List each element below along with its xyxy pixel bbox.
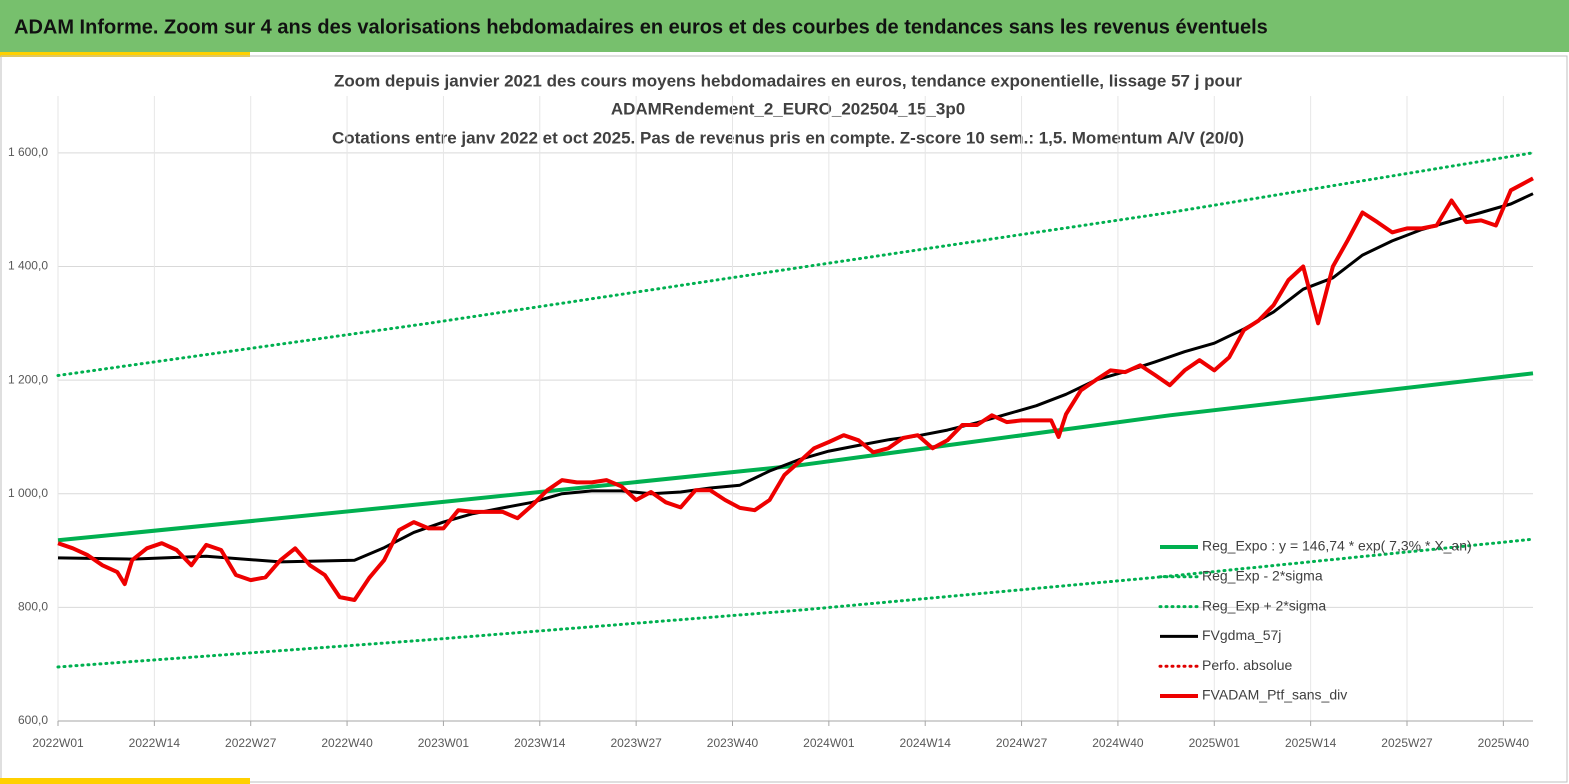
header-bar <box>0 0 1569 52</box>
chart-title: Cotations entre janv 2022 et oct 2025. P… <box>332 128 1244 147</box>
y-tick-label: 1 000,0 <box>8 486 48 500</box>
y-tick-label: 1 200,0 <box>8 372 48 386</box>
chart-title: Zoom depuis janvier 2021 des cours moyen… <box>334 71 1242 90</box>
legend-label: FVADAM_Ptf_sans_div <box>1202 687 1347 703</box>
x-tick-label: 2022W27 <box>225 736 277 750</box>
legend-label: Perfo. absolue <box>1202 657 1292 673</box>
x-tick-label: 2025W27 <box>1381 736 1433 750</box>
chart-title: ADAMRendement_2_EURO_202504_15_3p0 <box>611 99 965 118</box>
legend-label: Reg_Exp + 2*sigma <box>1202 597 1326 613</box>
x-tick-label: 2025W01 <box>1189 736 1241 750</box>
series-line <box>56 537 1535 669</box>
x-tick-label: 2023W27 <box>610 736 662 750</box>
y-tick-label: 1 600,0 <box>8 145 48 159</box>
x-tick-label: 2022W14 <box>129 736 181 750</box>
x-tick-label: 2025W14 <box>1285 736 1337 750</box>
x-tick-label: 2024W01 <box>803 736 855 750</box>
x-tick-label: 2023W40 <box>707 736 759 750</box>
series-line <box>57 192 1534 564</box>
chart-frame <box>0 55 1568 783</box>
accent <box>0 778 250 784</box>
legend-label: Reg_Expo : y = 146,74 * exp( 7,3% * X_an… <box>1202 538 1472 554</box>
series-line <box>56 151 1535 377</box>
x-tick-label: 2024W27 <box>996 736 1048 750</box>
x-tick-label: 2023W01 <box>418 736 470 750</box>
x-tick-label: 2022W40 <box>321 736 373 750</box>
legend-label: FVgdma_57j <box>1202 627 1281 643</box>
y-tick-label: 1 400,0 <box>8 259 48 273</box>
legend-label: Reg_Exp - 2*sigma <box>1202 568 1323 584</box>
x-tick-label: 2023W14 <box>514 736 566 750</box>
x-tick-label: 2025W40 <box>1478 736 1530 750</box>
series-line <box>57 371 1534 543</box>
header-title: ADAM Informe. Zoom sur 4 ans des valoris… <box>14 16 1268 38</box>
x-tick-label: 2024W40 <box>1092 736 1144 750</box>
x-tick-label: 2024W14 <box>900 736 952 750</box>
series-line <box>57 176 1534 602</box>
x-tick-label: 2022W01 <box>32 736 84 750</box>
accent <box>0 52 250 57</box>
y-tick-label: 800,0 <box>18 600 48 614</box>
y-tick-label: 600,0 <box>18 713 48 727</box>
